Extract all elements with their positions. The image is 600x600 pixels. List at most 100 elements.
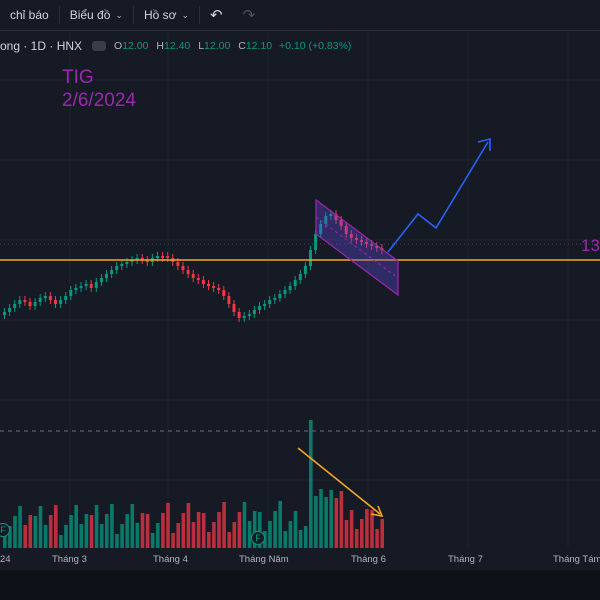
undo-icon: ↶	[210, 7, 223, 24]
volume-bar	[140, 513, 145, 548]
volume-bar	[28, 515, 33, 548]
volume-bar	[268, 521, 272, 548]
volume-bar	[232, 522, 237, 548]
candle-body	[201, 280, 205, 284]
candle-body	[166, 256, 170, 258]
candle-body	[314, 234, 318, 250]
open-value: 12.00	[122, 40, 149, 52]
volume-bar	[3, 536, 7, 548]
profile-menu-button[interactable]: Hồ sơ ⌄	[134, 0, 199, 30]
candle-body	[135, 258, 139, 260]
volume-bar	[84, 514, 89, 548]
volume-bar	[375, 529, 379, 548]
candle-body	[84, 284, 88, 286]
volume-bar	[74, 505, 78, 548]
change-value: +0.10 (+0.83%)	[279, 40, 352, 52]
candle-body	[283, 290, 287, 294]
low-value: 12.00	[204, 40, 231, 52]
volume-bar	[252, 511, 257, 548]
forecast-arrowhead	[477, 137, 491, 151]
volume-bar	[110, 504, 114, 548]
redo-button[interactable]: ↷	[233, 0, 266, 30]
candle-body	[319, 224, 323, 234]
candle-body	[232, 304, 236, 312]
visibility-toggle-icon[interactable]	[92, 41, 107, 51]
price-chart[interactable]	[0, 0, 600, 570]
volume-bars	[3, 420, 384, 548]
volume-bar	[334, 498, 339, 548]
candlesticks	[3, 210, 384, 322]
candle-body	[298, 274, 302, 280]
volume-bar	[217, 512, 221, 548]
chart-menu-button[interactable]: Biểu đồ ⌄	[60, 0, 133, 30]
candle-body	[176, 262, 180, 266]
candle-body	[43, 296, 47, 298]
candle-body	[125, 262, 129, 264]
volume-bar	[115, 534, 119, 548]
candle-body	[344, 226, 348, 234]
channel-midline	[315, 216, 399, 279]
candle-body	[8, 308, 12, 312]
volume-bar	[222, 502, 226, 548]
candle-body	[212, 286, 216, 288]
indicators-label: chỉ báo	[10, 8, 49, 22]
volume-bar	[283, 531, 288, 548]
candle-body	[130, 260, 134, 262]
volume-bar	[79, 524, 84, 548]
volume-bar	[365, 509, 369, 548]
time-axis-label: Tháng 6	[351, 554, 386, 565]
volume-bar	[64, 525, 68, 548]
volume-bar	[242, 502, 247, 548]
volume-bar	[23, 525, 27, 548]
volume-bar	[43, 525, 48, 548]
candle-body	[79, 286, 83, 288]
volume-bar	[99, 524, 104, 548]
candle-body	[161, 256, 165, 258]
volume-bar	[329, 490, 333, 548]
volume-bar	[324, 497, 328, 548]
volume-bar	[278, 501, 282, 548]
chevron-down-icon: ⌄	[115, 9, 123, 20]
volume-bar	[166, 503, 170, 548]
volume-bar	[309, 420, 313, 548]
candle-body	[38, 298, 42, 302]
time-axis[interactable]: 24 Tháng 3 Tháng 4 Tháng Năm Tháng 6 Thá…	[0, 548, 600, 570]
toolbar-divider	[199, 6, 201, 24]
volume-bar	[156, 523, 160, 548]
ohlc-values: O12.00 H12.40 L12.00 C12.10 +0.10 (+0.83…	[114, 40, 351, 52]
candle-body	[105, 274, 108, 278]
event-badge[interactable]: F	[0, 523, 10, 537]
event-badge[interactable]: F	[251, 531, 265, 545]
time-axis-label: Tháng 7	[448, 554, 483, 565]
candle-body	[69, 290, 73, 296]
volume-trend-line	[297, 447, 381, 515]
top-toolbar: chỉ báo Biểu đồ ⌄ Hồ sơ ⌄ ↶ ↷	[0, 0, 600, 31]
candle-body	[115, 266, 119, 270]
volume-bar	[263, 531, 267, 548]
redo-icon: ↷	[242, 7, 256, 24]
volume-bar	[186, 503, 191, 548]
volume-bar	[247, 521, 252, 548]
volume-bar	[135, 523, 140, 548]
candle-body	[273, 298, 277, 300]
volume-bar	[360, 519, 364, 548]
volume-bar	[38, 506, 43, 548]
indicators-button[interactable]: chỉ báo	[0, 0, 59, 30]
symbol-info[interactable]: ong · 1D · HNX	[0, 39, 83, 53]
price-level-label: 13	[581, 236, 600, 255]
annotation-date: 2/6/2024	[62, 90, 136, 111]
volume-trend-arrowhead	[370, 505, 384, 518]
volume-bar	[171, 533, 175, 548]
text-annotation[interactable]: TIG 2/6/2024	[62, 66, 136, 112]
undo-button[interactable]: ↶	[200, 0, 233, 30]
volume-bar	[105, 514, 109, 548]
candle-body	[222, 290, 226, 296]
candle-body	[324, 216, 328, 224]
volume-bar	[145, 514, 150, 548]
open-key: O	[114, 40, 123, 52]
close-value: 12.10	[245, 40, 273, 52]
volume-bar	[59, 535, 63, 548]
candle-body	[196, 278, 200, 280]
candle-body	[59, 300, 63, 304]
candle-body	[33, 302, 37, 306]
